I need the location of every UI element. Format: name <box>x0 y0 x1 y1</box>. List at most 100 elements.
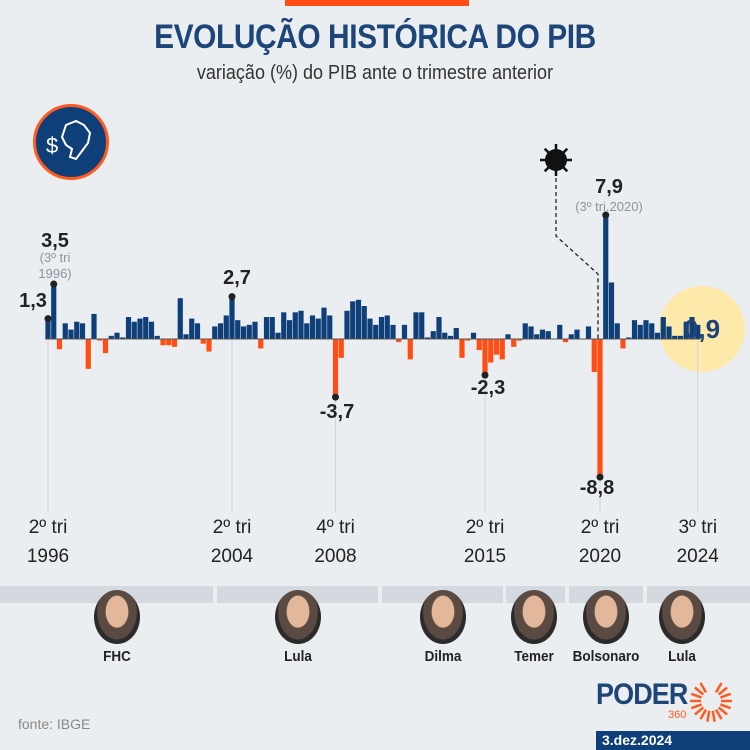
avatar <box>583 590 629 644</box>
bar <box>488 339 494 363</box>
president-fhc: FHC <box>72 590 162 665</box>
annotation-label: 7,9 <box>595 176 623 198</box>
bar <box>643 320 649 339</box>
bar <box>407 339 413 360</box>
bar <box>332 339 339 398</box>
bar <box>315 318 321 339</box>
bar <box>304 323 310 339</box>
bar <box>476 339 482 350</box>
tick-label: 3º tri <box>678 517 717 538</box>
bar <box>493 339 500 355</box>
bar <box>217 323 224 339</box>
bar <box>120 337 126 339</box>
bar <box>68 329 74 339</box>
svg-text:$: $ <box>46 133 58 158</box>
brand-logo-sub: 360 <box>668 709 687 721</box>
bar <box>154 335 160 339</box>
bar <box>85 339 91 369</box>
event-leader-line <box>555 178 599 339</box>
bar <box>286 320 293 339</box>
president-lula: Lula <box>253 590 343 665</box>
highlight-circle <box>659 286 745 372</box>
tick-label: 1996 <box>27 546 69 567</box>
president-name: Lula <box>284 648 312 665</box>
bar <box>522 323 528 339</box>
tick-label: 2004 <box>211 546 254 567</box>
tick-label: 2º tri <box>466 517 505 538</box>
avatar <box>659 590 705 644</box>
bar <box>424 337 431 339</box>
bar <box>263 317 270 339</box>
tick-label: 2015 <box>464 546 506 567</box>
annotation-note: (3º tri.2020) <box>575 199 643 214</box>
annotation-label: -2,3 <box>471 377 505 399</box>
bar <box>183 334 189 339</box>
page-title: EVOLUÇÃO HISTÓRICA DO PIB <box>154 18 596 56</box>
bar <box>384 315 390 339</box>
bar <box>683 321 689 339</box>
annotation-dot <box>44 315 52 323</box>
bar <box>108 335 114 339</box>
tick-label: 2008 <box>314 546 356 567</box>
president-dilma: Dilma <box>398 590 488 665</box>
annotation-label: 1,3 <box>19 290 47 312</box>
bar <box>695 324 701 339</box>
bar <box>45 318 51 339</box>
bar <box>327 315 333 339</box>
president-temer: Temer <box>489 590 579 665</box>
sun-logo-icon <box>690 682 732 722</box>
tick-label: 2020 <box>579 546 621 567</box>
bar <box>482 339 488 376</box>
bar <box>102 339 109 354</box>
bar <box>666 326 672 339</box>
bar <box>459 339 465 358</box>
bar <box>453 328 459 339</box>
bar <box>413 312 419 339</box>
annotation-dot <box>50 280 58 288</box>
bar <box>200 339 206 344</box>
bar <box>430 331 436 339</box>
bar <box>258 339 264 349</box>
bar <box>470 332 477 339</box>
bar <box>114 332 120 339</box>
bar <box>229 296 235 339</box>
annotation-dot <box>602 211 610 219</box>
bar <box>125 317 132 339</box>
bar <box>338 339 344 358</box>
bar <box>131 321 137 339</box>
bar <box>206 339 212 352</box>
bar <box>597 339 603 478</box>
bar <box>677 335 684 339</box>
bar <box>505 334 511 339</box>
bar <box>436 317 442 339</box>
president-lula-2: Lula <box>637 590 727 665</box>
bar <box>79 323 86 339</box>
bar <box>562 339 569 343</box>
annotation-dot <box>481 371 489 379</box>
bar <box>419 312 425 339</box>
bar <box>62 323 68 339</box>
bar <box>189 318 195 339</box>
bar <box>252 321 258 339</box>
bar <box>545 331 551 339</box>
bar <box>608 282 615 339</box>
bar <box>246 324 252 339</box>
bar <box>620 339 626 349</box>
bar <box>137 318 143 339</box>
coronavirus-icon <box>540 144 572 176</box>
bar <box>539 329 546 339</box>
bar <box>557 324 563 339</box>
bar <box>56 339 63 350</box>
bar <box>614 323 620 339</box>
tick-label: 2º tri <box>29 517 68 538</box>
bar <box>401 324 408 339</box>
bar <box>212 326 218 339</box>
page-subtitle: variação (%) do PIB ante o trimestre ant… <box>196 62 554 84</box>
bar <box>568 334 574 339</box>
bar <box>281 312 287 339</box>
bar <box>355 299 362 339</box>
avatar <box>420 590 466 644</box>
bar <box>511 339 517 347</box>
top-accent-bar <box>285 0 469 6</box>
president-name: Lula <box>668 648 696 665</box>
